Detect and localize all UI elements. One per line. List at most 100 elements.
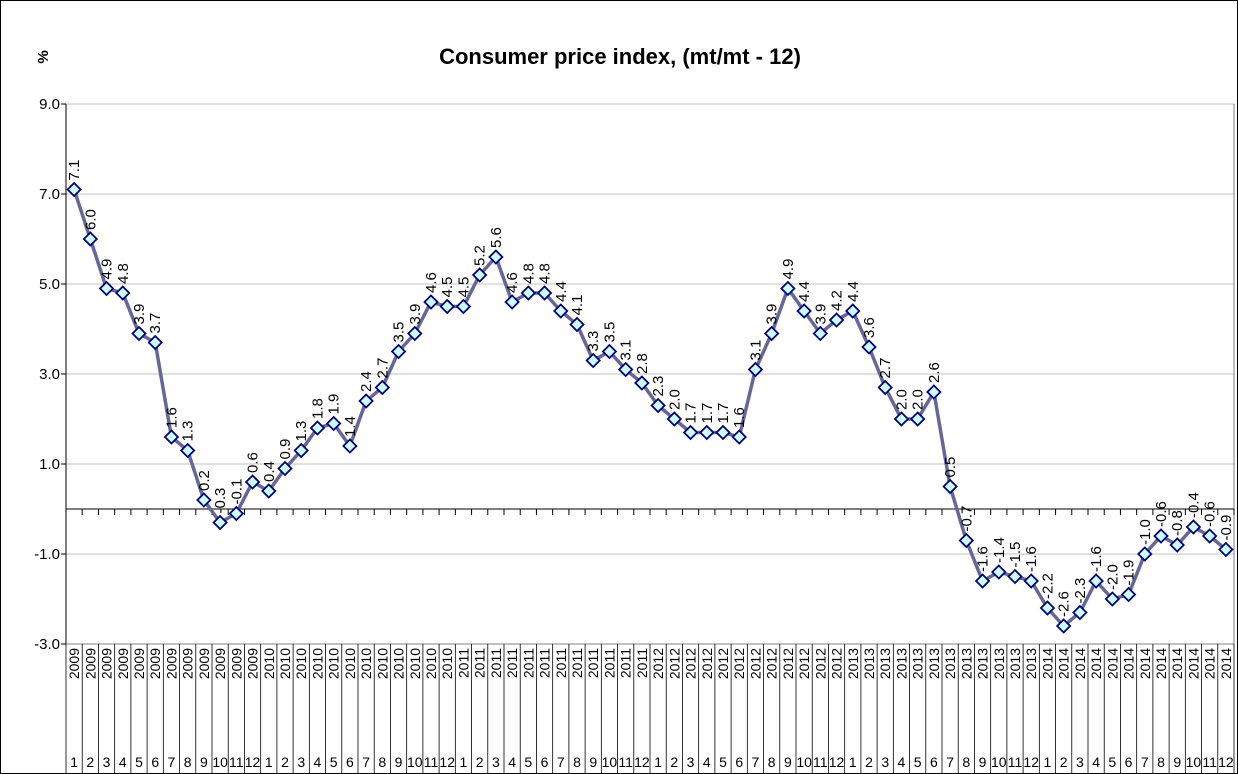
- marker: [520, 285, 537, 301]
- x-tick-label: 3: [297, 754, 305, 770]
- x-tick-label: 1: [460, 754, 468, 770]
- x-tick-year: 2011: [569, 648, 585, 678]
- marker: [277, 460, 293, 477]
- x-tick-label: 8: [184, 754, 192, 770]
- data-label: -1.6: [1088, 546, 1105, 572]
- chart-title: Consumer price index, (mt/mt - 12): [439, 44, 801, 69]
- x-tick-year: 2012: [812, 648, 828, 679]
- marker: [1104, 591, 1121, 607]
- x-tick-label: 4: [314, 754, 322, 770]
- x-tick-label: 11: [813, 754, 828, 770]
- x-tick-year: 2013: [910, 648, 926, 679]
- data-label: 2.7: [877, 358, 894, 379]
- x-tick-label: 9: [589, 754, 597, 770]
- x-tick-year: 2011: [634, 648, 650, 678]
- x-tick-label: 2: [281, 754, 289, 770]
- marker: [488, 249, 504, 265]
- x-tick-year: 2013: [877, 648, 893, 679]
- x-tick-label: 12: [1218, 754, 1234, 770]
- x-tick-year: 2012: [829, 648, 845, 679]
- marker: [309, 420, 326, 436]
- data-label: 0.5: [942, 457, 959, 478]
- x-tick-year: 2013: [975, 648, 991, 679]
- x-tick-label: 8: [1157, 754, 1165, 770]
- x-tick-year: 2014: [1056, 648, 1072, 679]
- x-tick-year: 2010: [423, 648, 439, 679]
- x-tick-year: 2009: [196, 648, 212, 679]
- x-tick-label: 2: [1060, 754, 1068, 770]
- marker: [1169, 537, 1185, 553]
- x-tick-year: 2011: [601, 648, 617, 678]
- data-label: 4.8: [520, 263, 537, 284]
- marker: [926, 384, 942, 400]
- marker: [682, 424, 699, 441]
- x-tick-year: 2013: [991, 648, 1007, 679]
- x-tick-year: 2012: [731, 648, 747, 679]
- x-tick-label: 4: [898, 754, 906, 770]
- x-tick-label: 11: [618, 754, 633, 770]
- marker: [244, 474, 261, 490]
- y-tick-label: -3.0: [34, 636, 60, 653]
- data-label: -0.6: [1202, 501, 1219, 527]
- data-label: 4.5: [439, 277, 456, 298]
- marker: [131, 325, 147, 342]
- marker: [1185, 519, 1202, 535]
- x-tick-label: 3: [103, 754, 111, 770]
- marker: [325, 415, 342, 432]
- marker: [504, 294, 520, 310]
- data-label: -2.3: [1072, 578, 1089, 604]
- x-tick-label: 2: [670, 754, 678, 770]
- data-label: 2.3: [650, 376, 667, 397]
- x-tick-year: 2013: [942, 648, 958, 679]
- data-label: 3.9: [407, 304, 424, 325]
- x-tick-label: 6: [930, 754, 938, 770]
- marker: [861, 339, 877, 355]
- category-axis: 2009 1 2009 2 2009 3 2009 4 2009 5 2009 6 2009 7 2009 8…: [65, 509, 1235, 774]
- marker: [455, 298, 472, 315]
- x-tick-year: 2010: [374, 648, 390, 679]
- x-tick-year: 2011: [488, 648, 504, 678]
- x-tick-label: 4: [1092, 754, 1100, 770]
- marker: [1153, 528, 1169, 544]
- x-tick-year: 2013: [1023, 648, 1039, 679]
- data-label: -0.4: [1185, 492, 1202, 518]
- marker: [66, 181, 82, 198]
- x-tick-label: 5: [914, 754, 922, 770]
- data-label: 3.5: [391, 322, 408, 343]
- x-tick-year: 2009: [163, 648, 179, 679]
- x-tick-label: 10: [796, 754, 812, 770]
- x-tick-year: 2011: [537, 648, 553, 678]
- x-tick-year: 2011: [504, 648, 520, 678]
- data-label: 4.5: [455, 277, 472, 298]
- marker: [731, 429, 747, 445]
- marker: [601, 343, 618, 360]
- marker: [1072, 604, 1088, 621]
- data-label: 0.9: [277, 439, 294, 460]
- x-tick-label: 5: [719, 754, 727, 770]
- data-label: -2.2: [1039, 573, 1056, 599]
- x-tick-label: 12: [245, 754, 261, 770]
- x-tick-year: 2010: [293, 648, 309, 679]
- marker: [909, 411, 926, 427]
- x-tick-label: 9: [200, 754, 208, 770]
- data-label: 1.7: [715, 403, 732, 424]
- x-tick-label: 12: [1023, 754, 1039, 770]
- marker: [1218, 541, 1234, 558]
- x-tick-year: 2012: [780, 648, 796, 679]
- marker: [828, 312, 845, 328]
- x-tick-label: 4: [119, 754, 127, 770]
- y-tick-label: 7.0: [39, 186, 60, 203]
- x-tick-year: 2012: [764, 648, 780, 679]
- data-label: 3.9: [812, 304, 829, 325]
- x-tick-label: 6: [346, 754, 354, 770]
- x-tick-year: 2011: [618, 648, 634, 678]
- x-tick-year: 2012: [683, 648, 699, 679]
- x-tick-label: 12: [634, 754, 650, 770]
- x-tick-label: 2: [865, 754, 873, 770]
- marker: [569, 316, 585, 333]
- marker: [634, 375, 650, 391]
- marker: [261, 483, 277, 499]
- x-tick-label: 3: [881, 754, 889, 770]
- marker: [617, 361, 634, 378]
- marker: [196, 492, 212, 508]
